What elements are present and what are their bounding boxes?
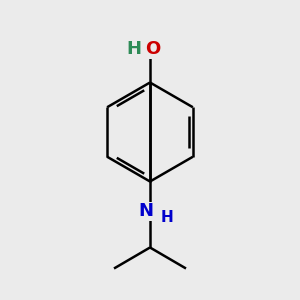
- Text: H: H: [160, 210, 173, 225]
- Text: O: O: [146, 40, 160, 58]
- Text: H: H: [126, 40, 141, 58]
- Text: N: N: [138, 202, 153, 220]
